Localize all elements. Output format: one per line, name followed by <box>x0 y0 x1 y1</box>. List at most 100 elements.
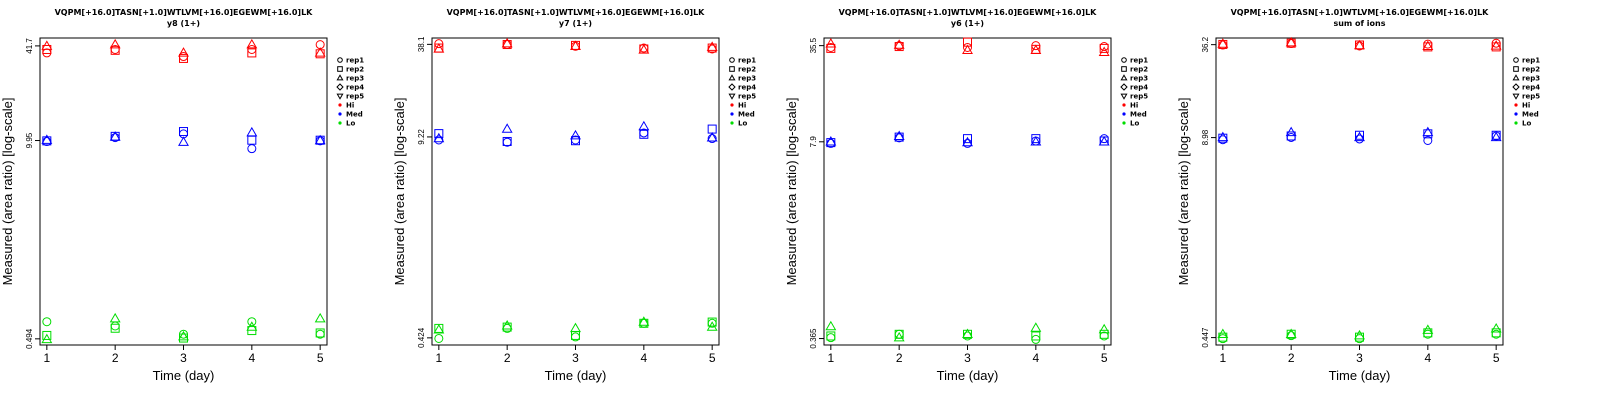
legend-marker-rep1 <box>729 57 735 63</box>
data-point <box>42 136 52 146</box>
legend-marker-rep1 <box>337 57 343 63</box>
data-point <box>41 333 53 344</box>
plot-frame <box>823 37 1112 346</box>
x-tick-label: 4 <box>248 351 255 365</box>
data-point <box>1422 40 1434 51</box>
legend-label-rep2: rep2 <box>1130 66 1148 74</box>
data-point <box>1031 134 1041 144</box>
chart-subtitle: y8 (1+) <box>167 19 200 28</box>
data-point <box>1098 46 1110 56</box>
x-tick-label: 1 <box>827 351 834 365</box>
x-tick-label: 4 <box>1032 351 1039 365</box>
legend-marker-rep5 <box>1120 93 1128 100</box>
data-point <box>1031 334 1041 344</box>
chart-subtitle: sum of ions <box>1333 19 1385 28</box>
legend-label-rep1: rep1 <box>346 57 364 65</box>
legend-marker-rep3 <box>1120 74 1128 81</box>
chart-panel-1: VQPM[+16.0]TASN[+1.0]WTLVM[+16.0]EGEWM[+… <box>0 8 364 383</box>
data-point <box>893 331 905 342</box>
legend-dot-med <box>730 112 734 116</box>
data-point <box>638 120 650 131</box>
data-point <box>893 130 905 141</box>
legend-label-rep1: rep1 <box>1130 57 1148 65</box>
data-point <box>178 47 189 57</box>
legend-label-rep5: rep5 <box>346 93 364 101</box>
data-point <box>1218 39 1228 49</box>
legend-dot-lo <box>1514 121 1518 125</box>
data-point <box>315 49 325 59</box>
data-point <box>894 329 904 339</box>
x-tick-label: 3 <box>964 351 971 365</box>
legend-label-rep3: rep3 <box>346 75 364 83</box>
data-point <box>1490 323 1502 333</box>
data-point <box>1217 38 1229 48</box>
plot-frame <box>1215 37 1504 346</box>
series-lo <box>1217 323 1502 344</box>
chart-title: VQPM[+16.0]TASN[+1.0]WTLVM[+16.0]EGEWM[+… <box>55 8 314 17</box>
data-point <box>315 328 325 338</box>
legend-marker-rep2 <box>1513 66 1519 72</box>
y-tick-label: 9.22 <box>417 129 426 145</box>
data-point <box>178 136 189 146</box>
data-point <box>247 144 257 154</box>
data-point <box>433 43 445 53</box>
data-point <box>706 41 718 51</box>
data-point <box>110 321 120 331</box>
legend-dot-med <box>338 112 342 116</box>
legend-label-lo: Lo <box>1522 120 1531 128</box>
data-point <box>109 38 121 49</box>
y-tick-label: 8.98 <box>1201 129 1210 145</box>
data-point <box>178 330 189 341</box>
data-point <box>1491 130 1501 140</box>
legend-marker-rep1 <box>1513 57 1519 63</box>
plot-frame <box>431 37 720 346</box>
data-point <box>707 43 717 53</box>
legend-label-rep5: rep5 <box>1130 93 1148 101</box>
data-point <box>314 47 326 57</box>
series-med <box>825 130 1110 148</box>
series-hi <box>433 37 718 54</box>
data-point <box>570 322 581 333</box>
data-point <box>1490 131 1502 142</box>
legend-label-rep5: rep5 <box>1522 93 1540 101</box>
data-point <box>110 45 120 55</box>
data-point <box>246 321 258 331</box>
legend-marker-rep4 <box>1120 83 1128 91</box>
legend-dot-lo <box>730 121 734 125</box>
data-point <box>893 39 905 49</box>
legend-label-med: Med <box>1130 111 1147 119</box>
data-point <box>1491 42 1501 52</box>
data-point <box>825 320 837 331</box>
legend-label-hi: Hi <box>1522 102 1530 110</box>
data-point <box>501 123 513 133</box>
y-tick-label: 38.1 <box>417 36 426 52</box>
plot-frame <box>39 37 328 346</box>
chart-panel-4: VQPM[+16.0]TASN[+1.0]WTLVM[+16.0]EGEWM[+… <box>1176 8 1540 383</box>
legend-label-hi: Hi <box>346 102 354 110</box>
data-point <box>638 44 650 54</box>
legend-dot-med <box>1122 112 1126 116</box>
legend-label-rep3: rep3 <box>738 75 756 83</box>
data-point <box>825 38 837 48</box>
x-tick-label: 3 <box>572 351 579 365</box>
x-axis-label: Time (day) <box>1329 368 1391 383</box>
series-hi <box>825 37 1110 56</box>
data-point <box>825 135 837 146</box>
y-axis-label: Measured (area ratio) [log-scale] <box>392 98 407 286</box>
chart-title: VQPM[+16.0]TASN[+1.0]WTLVM[+16.0]EGEWM[+… <box>447 8 706 17</box>
y-tick-label: 41.7 <box>25 38 34 54</box>
data-point <box>246 38 258 49</box>
legend-dot-hi <box>1122 103 1126 107</box>
legend-label-rep1: rep1 <box>738 57 756 65</box>
y-axis-label: Measured (area ratio) [log-scale] <box>784 98 799 286</box>
data-point <box>1030 322 1042 332</box>
legend-label-rep4: rep4 <box>346 84 364 92</box>
legend-marker-rep4 <box>336 83 344 91</box>
data-point <box>179 53 188 63</box>
data-point <box>570 40 581 50</box>
data-point <box>962 328 973 339</box>
legend-marker-rep2 <box>1121 66 1127 72</box>
data-point <box>1218 133 1228 143</box>
data-point <box>826 331 836 341</box>
data-point <box>1490 40 1502 50</box>
